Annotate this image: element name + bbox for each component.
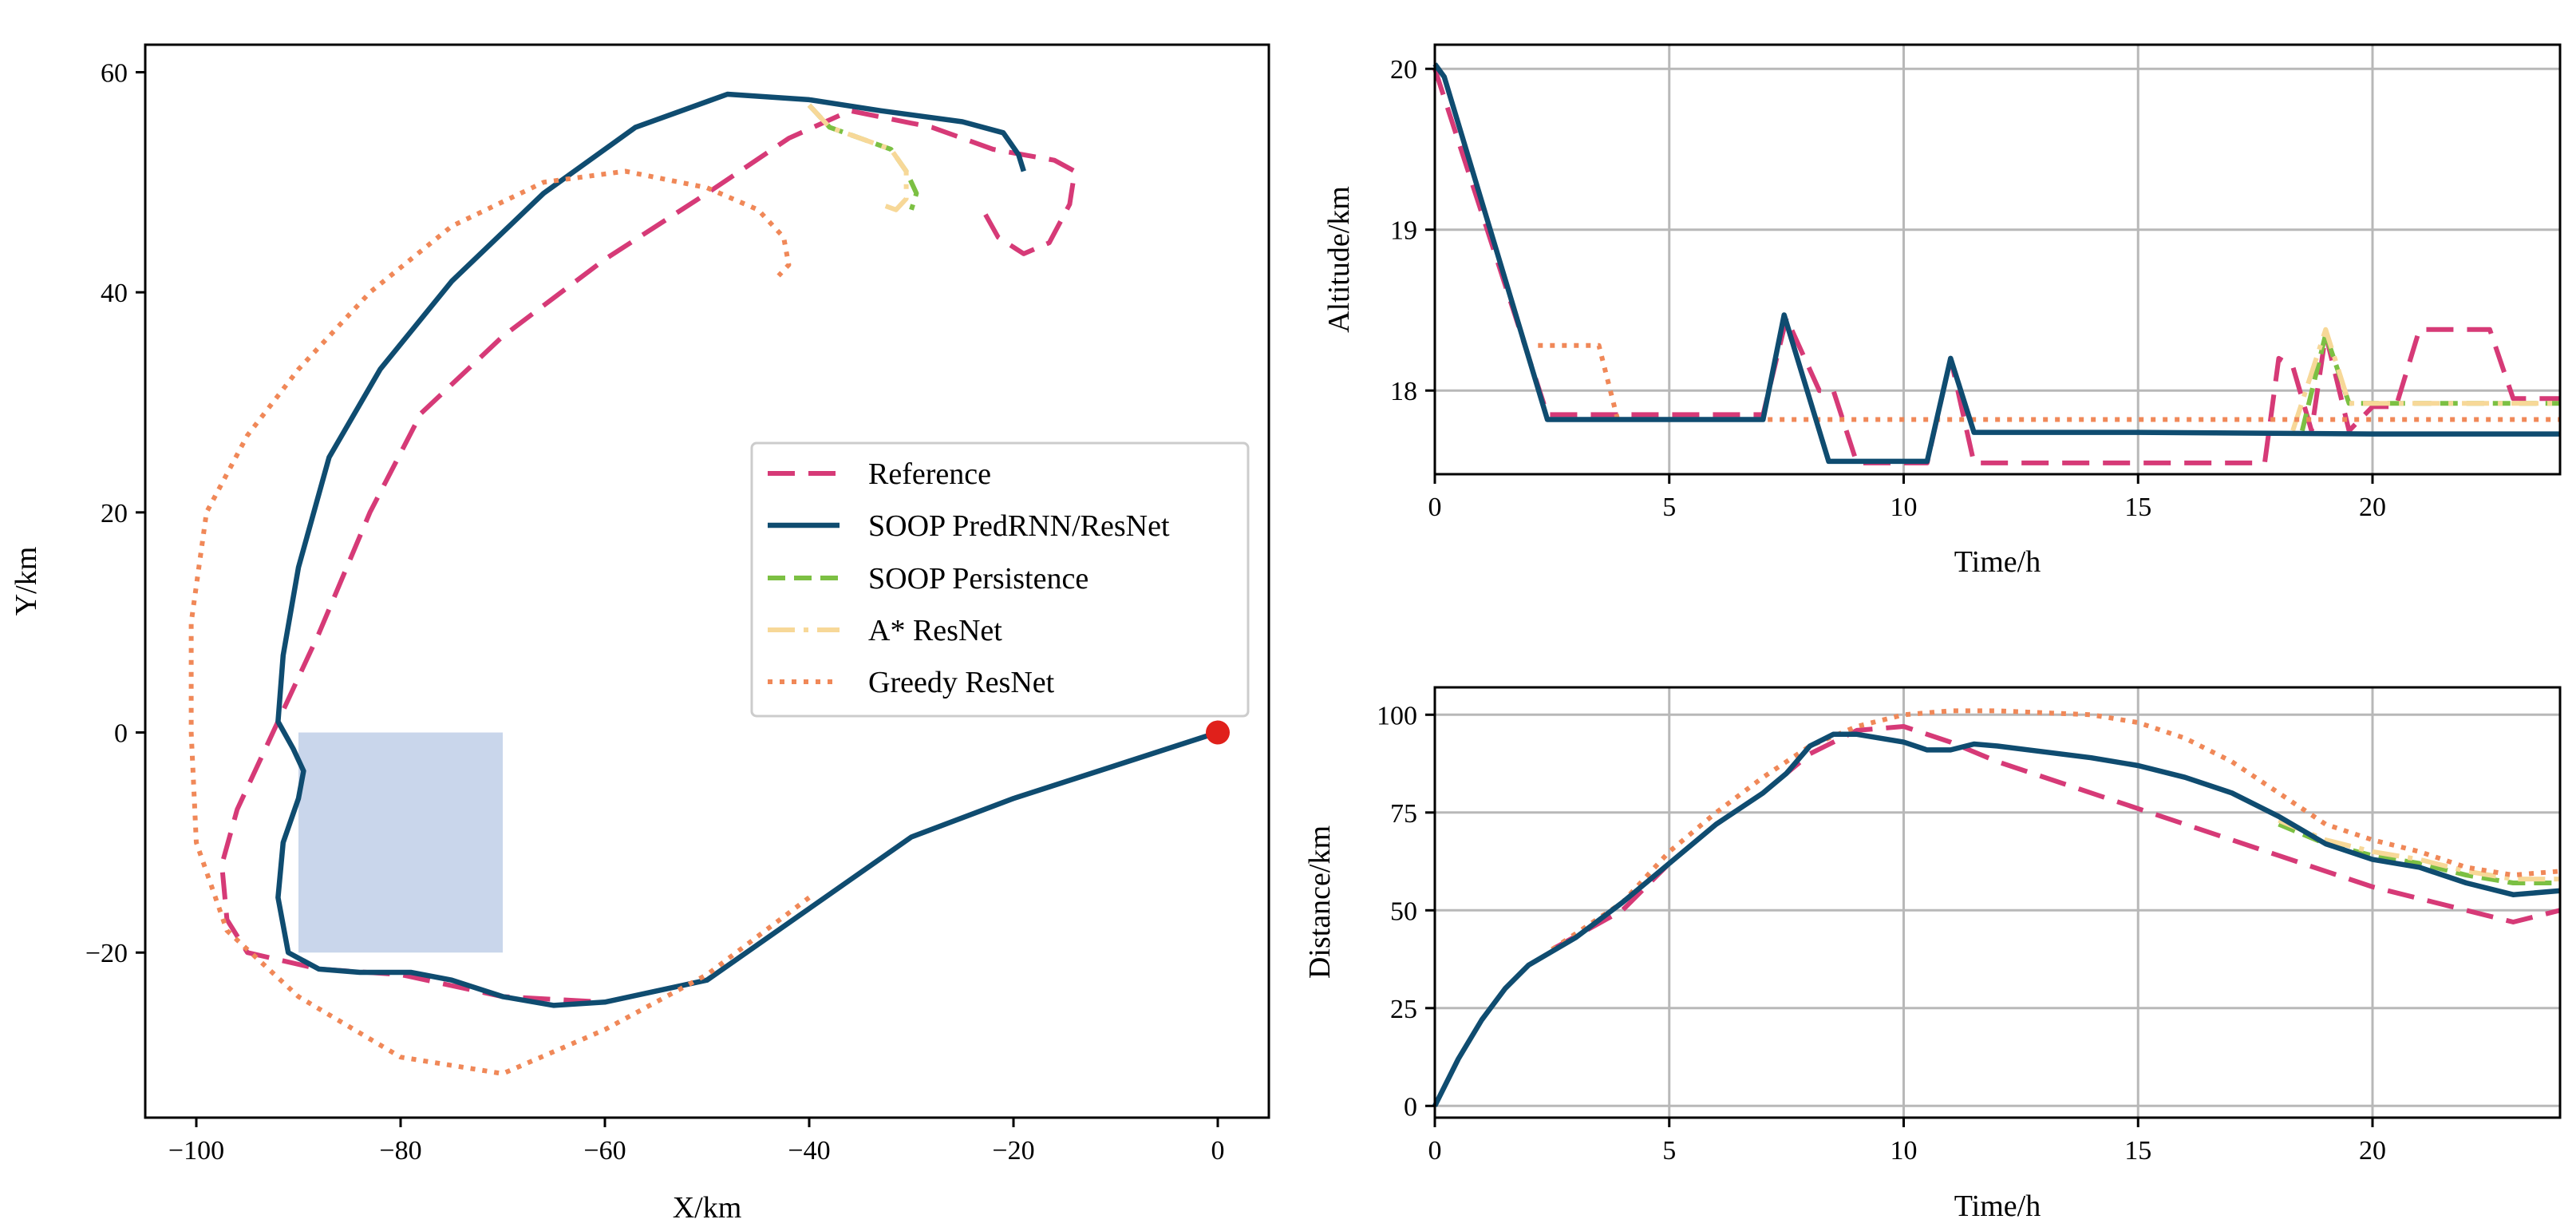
plot-frame — [1433, 686, 2562, 1119]
series-soop-predrnn — [1432, 62, 2560, 465]
x-tick-label: 0 — [1211, 1136, 1225, 1166]
y-tick-label: 60 — [101, 58, 128, 88]
y-tick-label: 50 — [1390, 897, 1417, 926]
x-tick-label: 10 — [1891, 493, 1918, 522]
x-tick-label: 10 — [1891, 1136, 1918, 1166]
x-tick-label: 0 — [1428, 493, 1442, 522]
y-tick-label: 19 — [1390, 216, 1417, 246]
series-soop-persistence — [2299, 331, 2560, 432]
grid-layer — [1433, 45, 2560, 474]
distance-plot: 0 5 10 15 20 0 25 50 75 100 Time/h Distance/km — [1303, 686, 2562, 1223]
y-axis-label: Distance/km — [1303, 825, 1337, 979]
series-layer — [188, 91, 1219, 1076]
y-tick-label: 40 — [101, 279, 128, 308]
series-astar — [807, 103, 909, 212]
y-tick-label: 25 — [1390, 995, 1417, 1024]
series-greedy — [188, 168, 811, 1076]
series-soop-persistence — [807, 103, 919, 211]
series-soop-predrnn — [1432, 731, 2561, 1107]
series-soop-persistence — [2278, 821, 2560, 885]
x-tick-label: −60 — [583, 1136, 626, 1166]
x-tick-label: −80 — [379, 1136, 421, 1166]
series-greedy — [1551, 708, 2561, 952]
x-tick-layer: 0 5 10 15 20 — [1428, 1118, 2386, 1166]
marker-layer — [1206, 720, 1230, 745]
y-tick-label: 75 — [1390, 799, 1417, 829]
x-tick-label: −100 — [168, 1136, 224, 1166]
x-tick-label: 20 — [2359, 1136, 2386, 1166]
x-tick-label: 15 — [2124, 1136, 2151, 1166]
series-astar — [2278, 817, 2560, 882]
y-tick-label: 0 — [114, 719, 128, 749]
legend-label-soop-predrnn: SOOP PredRNN/ResNet — [868, 509, 1170, 543]
x-axis-label: X/km — [673, 1191, 742, 1225]
x-axis-label: Time/h — [1954, 545, 2041, 579]
region-layer — [298, 732, 503, 953]
x-axis-label: Time/h — [1954, 1189, 2041, 1223]
legend-label-greedy: Greedy ResNet — [868, 666, 1055, 699]
plot-frame — [144, 43, 1270, 1119]
legend-box — [750, 441, 1250, 718]
start-point-marker — [1206, 720, 1230, 745]
y-axis-label: Y/km — [10, 547, 43, 616]
x-tick-label: 20 — [2359, 493, 2386, 522]
series-layer — [1432, 62, 2560, 465]
legend-label-soop-persistence: SOOP Persistence — [868, 562, 1088, 596]
series-layer — [1432, 708, 2561, 1107]
series-reference — [1432, 68, 2560, 465]
y-tick-label: 100 — [1377, 701, 1417, 730]
x-tick-layer: −100 −80 −60 −40 −20 0 — [168, 1118, 1225, 1166]
x-tick-layer: 0 5 10 15 20 — [1428, 474, 2386, 522]
x-tick-label: −20 — [992, 1136, 1034, 1166]
grid-layer — [1433, 687, 2560, 1118]
x-tick-label: 5 — [1662, 1136, 1676, 1166]
legend-label-reference: Reference — [868, 457, 991, 491]
legend: Reference SOOP PredRNN/ResNet SOOP Persi… — [750, 441, 1250, 718]
y-axis-label: Altitude/km — [1322, 186, 1356, 333]
series-soop-predrnn — [275, 91, 1219, 1008]
x-tick-label: −40 — [788, 1136, 830, 1166]
y-tick-label: 20 — [1390, 55, 1417, 85]
x-tick-label: 5 — [1662, 493, 1676, 522]
series-astar — [2290, 327, 2560, 432]
y-tick-layer: 18 19 20 — [1390, 55, 1435, 406]
y-tick-label: 0 — [1404, 1092, 1417, 1122]
trajectory-plot: −100 −80 −60 −40 −20 0 −20 0 20 40 60 X/km Y/km R… — [10, 43, 1270, 1225]
y-tick-label: 18 — [1390, 377, 1417, 406]
legend-label-astar: A* ResNet — [868, 614, 1002, 647]
series-greedy — [1538, 342, 2560, 422]
obstacle-region — [298, 732, 503, 953]
y-tick-layer: 0 25 50 75 100 — [1377, 701, 1435, 1122]
x-tick-label: 0 — [1428, 1136, 1442, 1166]
altitude-plot: 0 5 10 15 20 18 19 20 Time/h Altitude/km — [1322, 43, 2562, 579]
y-tick-label: −20 — [85, 939, 128, 968]
y-tick-label: 20 — [101, 499, 128, 528]
y-tick-layer: −20 0 20 40 60 — [85, 58, 145, 968]
plot-frame — [1433, 43, 2562, 476]
x-tick-label: 15 — [2124, 493, 2151, 522]
